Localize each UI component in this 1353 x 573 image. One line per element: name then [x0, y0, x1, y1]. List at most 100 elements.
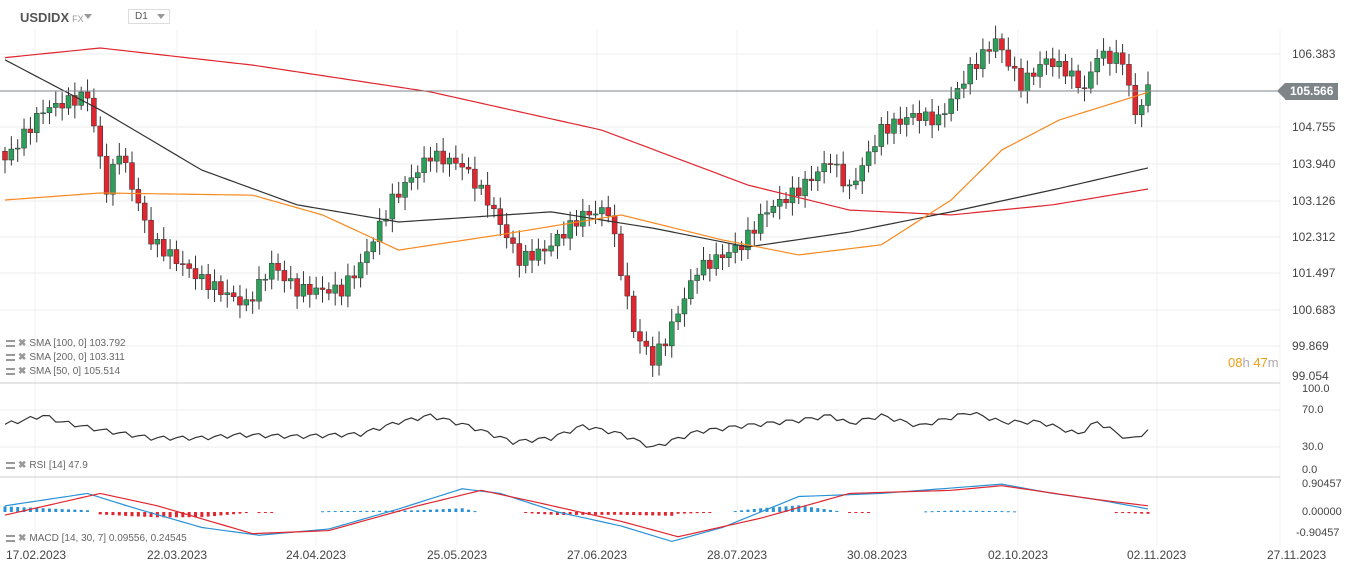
candle-body [1011, 65, 1018, 69]
candle-body [141, 202, 148, 221]
macd-histogram-bar [333, 511, 337, 513]
candle-body [1107, 50, 1113, 64]
legend-sma200[interactable]: ✖ SMA [200, 0] 103.311 [6, 352, 125, 363]
candle-body [529, 250, 535, 261]
candle-body [2, 150, 8, 161]
candle-body [1126, 64, 1132, 86]
macd-histogram-bar [35, 507, 39, 512]
macd-histogram-bar [613, 512, 617, 515]
settings-icon[interactable] [6, 461, 15, 469]
legend-macd[interactable]: ✖ MACD [14, 30, 7] 0.09556, 0.24545 [6, 533, 187, 544]
macd-histogram-bar [555, 512, 559, 516]
symbol-dropdown-icon[interactable] [84, 14, 92, 19]
candle-body [161, 239, 167, 257]
candle-body [853, 180, 859, 186]
legend-sma100[interactable]: ✖ SMA [100, 0] 103.792 [6, 338, 126, 349]
candle-body [453, 157, 459, 164]
candle-body [669, 321, 675, 347]
macd-histogram-bar [327, 511, 331, 513]
candle-body [649, 346, 656, 366]
candle-body [961, 83, 967, 89]
macd-histogram-bar [663, 512, 667, 516]
macd-histogram-bar [181, 512, 185, 518]
macd-histogram-bar [346, 510, 350, 512]
candle-body [497, 208, 504, 225]
settings-icon[interactable] [6, 353, 15, 361]
macd-histogram-bar [962, 510, 966, 512]
x-tick: 02.10.2023 [988, 548, 1049, 562]
symbol-name: USDIDX [20, 10, 70, 25]
candle-body [522, 250, 529, 266]
candle-body [351, 275, 357, 279]
macd-histogram-bar [1127, 512, 1131, 514]
macd-histogram-bar [587, 512, 591, 515]
current-price-tag: 105.566 [1277, 83, 1338, 100]
macd-histogram-bar [530, 512, 534, 514]
macd-histogram-bar [365, 510, 369, 512]
candle-body [1081, 87, 1088, 89]
macd-histogram-bar [473, 511, 477, 513]
macd-histogram-bar [428, 509, 432, 512]
candle-body [1094, 58, 1100, 73]
legend-sma50[interactable]: ✖ SMA [50, 0] 105.514 [6, 366, 120, 377]
candle-body [643, 340, 650, 347]
symbol-selector[interactable]: USDIDX FX [20, 10, 84, 25]
macd-histogram-bar [867, 512, 871, 513]
candle-body [567, 220, 573, 239]
macd-histogram-bar [441, 509, 445, 512]
macd-tick: 0.90457 [1302, 478, 1342, 490]
candle-body [637, 331, 643, 342]
y-tick: 103.940 [1292, 157, 1336, 171]
settings-icon[interactable] [6, 367, 15, 375]
macd-histogram-bar [206, 512, 210, 517]
y-tick: 101.497 [1292, 266, 1336, 280]
candle-body [656, 343, 662, 366]
candle-body [561, 234, 567, 239]
candle-body [91, 97, 97, 127]
close-icon[interactable]: ✖ [18, 460, 27, 471]
chart-toolbar: USDIDX FX D1 [0, 0, 1353, 30]
candle-body [53, 103, 59, 108]
settings-icon[interactable] [6, 339, 15, 347]
macd-histogram-bar [124, 512, 128, 516]
close-icon[interactable]: ✖ [18, 338, 27, 349]
macd-histogram-bar [352, 510, 356, 512]
close-icon[interactable]: ✖ [18, 533, 27, 544]
candle-body [548, 245, 554, 252]
signal-line [4, 485, 1149, 538]
candle-body [821, 163, 827, 173]
candle-body [211, 281, 218, 290]
macd-histogram-bar [752, 508, 756, 512]
settings-icon[interactable] [6, 534, 15, 542]
candle-body [1018, 67, 1024, 92]
macd-histogram-bar [270, 512, 274, 513]
x-tick: 02.11.2023 [1127, 548, 1187, 562]
candle-body [459, 163, 465, 168]
candle-body [186, 263, 192, 269]
candle-body [884, 124, 891, 134]
close-icon[interactable]: ✖ [18, 366, 27, 377]
macd-histogram-bar [384, 510, 388, 512]
candle-body [256, 279, 262, 302]
candle-body [745, 229, 751, 251]
candle-body [618, 233, 624, 276]
macd-tick: -0.90457 [1296, 527, 1340, 539]
macd-histogram-bar [575, 512, 578, 515]
rsi-tick: 100.0 [1302, 383, 1330, 395]
candle-body [999, 38, 1005, 51]
macd-histogram-bar [524, 512, 528, 514]
candle-body [478, 184, 484, 189]
candle-body [167, 249, 173, 257]
close-icon[interactable]: ✖ [18, 352, 27, 363]
y-tick: 102.312 [1292, 230, 1336, 244]
timeframe-value: D1 [135, 11, 148, 22]
macd-histogram-bar [797, 505, 801, 512]
macd-histogram-bar [1006, 511, 1010, 513]
candle-body [415, 172, 421, 178]
macd-histogram-bar [174, 512, 178, 518]
candle-body [796, 187, 802, 197]
timeframe-select[interactable]: D1 [128, 9, 170, 24]
candle-body [700, 259, 707, 276]
legend-rsi[interactable]: ✖ RSI [14] 47.9 [6, 460, 88, 471]
